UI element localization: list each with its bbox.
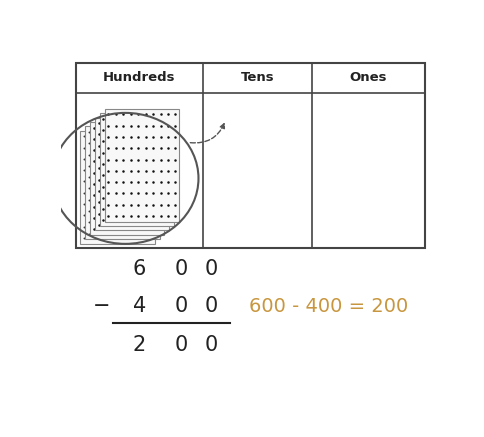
- Bar: [85, 126, 159, 239]
- Text: 0: 0: [174, 260, 187, 280]
- Bar: [105, 109, 179, 222]
- Bar: [95, 118, 169, 230]
- Bar: [76, 62, 424, 248]
- Text: Hundreds: Hundreds: [103, 71, 175, 84]
- Bar: [100, 113, 174, 226]
- Text: 0: 0: [204, 335, 217, 355]
- Text: 0: 0: [204, 296, 217, 316]
- Text: 600 - 400 = 200: 600 - 400 = 200: [248, 297, 407, 316]
- Bar: [90, 122, 164, 235]
- Text: 4: 4: [133, 296, 146, 316]
- Text: 0: 0: [174, 296, 187, 316]
- Text: 6: 6: [133, 260, 146, 280]
- Text: Ones: Ones: [349, 71, 386, 84]
- Text: 2: 2: [133, 335, 146, 355]
- Bar: [80, 131, 154, 243]
- Text: 0: 0: [204, 260, 217, 280]
- Text: Tens: Tens: [240, 71, 273, 84]
- Text: 0: 0: [174, 335, 187, 355]
- Text: −: −: [93, 296, 110, 316]
